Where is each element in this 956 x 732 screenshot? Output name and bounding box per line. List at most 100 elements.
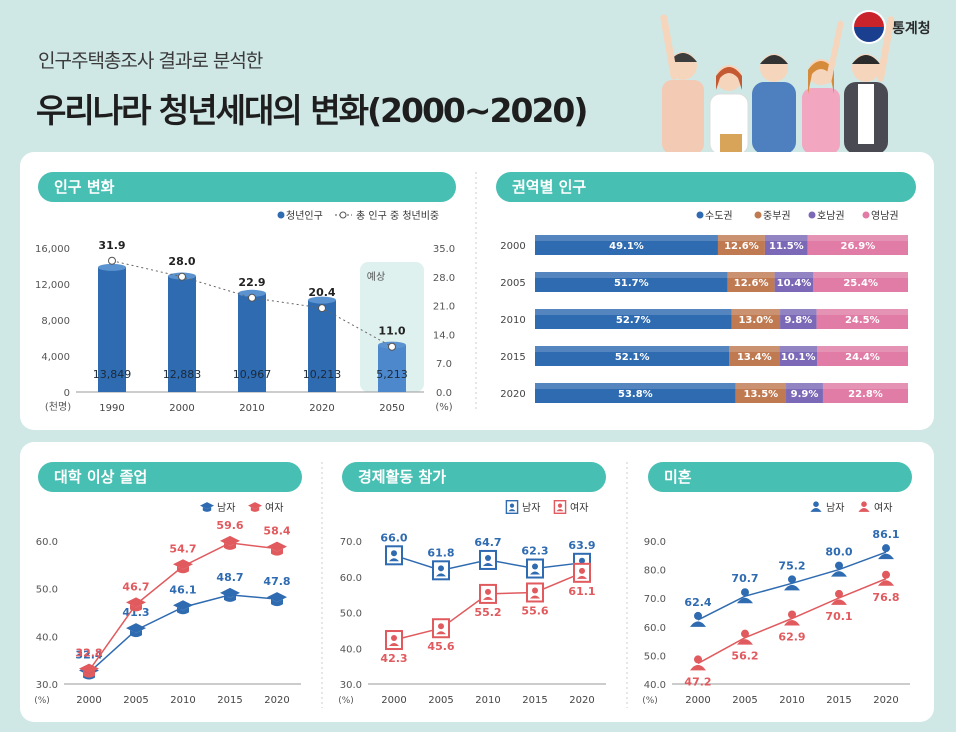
region-value-label: 24.5% <box>845 315 880 326</box>
graduation-icon <box>173 559 193 574</box>
region-year-label: 2010 <box>500 315 525 326</box>
region-value-label: 9.8% <box>784 315 812 326</box>
region-segment-shine <box>816 309 908 315</box>
y-tick-label: 0 <box>64 388 70 399</box>
badge-head <box>438 565 444 572</box>
male-value-label: 41.3 <box>122 606 149 619</box>
marriage-title: 미혼 <box>648 462 912 492</box>
region-segment-shine <box>822 383 908 389</box>
graduation-icon <box>200 502 214 512</box>
region-value-label: 10.1% <box>781 352 816 363</box>
male-value-label: 70.7 <box>731 572 758 585</box>
region-segment-shine <box>535 383 736 389</box>
cap-base <box>130 630 142 638</box>
badge-body <box>556 509 564 512</box>
region-segment-shine <box>774 272 814 278</box>
cap-base <box>271 548 283 556</box>
y-tick-label: 12,000 <box>35 280 70 291</box>
badge-body <box>483 596 493 600</box>
x-tick-label: 2005 <box>123 695 148 706</box>
badge-head <box>485 554 491 561</box>
badge-icon <box>526 582 544 603</box>
male-value-label: 61.8 <box>427 546 454 559</box>
region-value-label: 49.1% <box>609 241 644 252</box>
legend-label: 여자 <box>570 502 588 514</box>
region-segment <box>780 309 817 329</box>
region-segment <box>822 383 908 403</box>
region-segment-shine <box>786 383 823 389</box>
cap-top <box>200 502 214 510</box>
cap-top <box>126 623 146 634</box>
population-bar <box>308 300 336 392</box>
y-tick-label: 40.0 <box>340 644 362 655</box>
y-tick-label: 70.0 <box>644 594 666 605</box>
badge-head <box>532 587 538 594</box>
badge-head <box>532 563 538 570</box>
person-icon <box>878 570 894 586</box>
legend-label: 여자 <box>874 502 892 514</box>
badge-head <box>509 503 515 508</box>
person-head <box>741 588 749 597</box>
graduation-icon <box>173 600 193 615</box>
cap-top <box>79 663 99 674</box>
population-bar-label: 13,849 <box>93 368 132 381</box>
badge-head <box>557 503 563 508</box>
ratio-point <box>248 293 256 302</box>
region-segment-shine <box>727 272 775 278</box>
region-legend: 수도권 중부권 호남권 영남권 <box>696 210 899 222</box>
x-tick-label: 2010 <box>475 695 500 706</box>
region-value-label: 51.7% <box>614 278 649 289</box>
line-legend: 남자 여자 <box>810 501 892 514</box>
y-tick-label: 60.0 <box>36 537 58 548</box>
person-body <box>784 584 800 591</box>
x-tick-label: 2000 <box>381 695 406 706</box>
x-tick-label: 2020 <box>569 695 594 706</box>
region-segment-shine <box>813 272 908 278</box>
region-value-label: 22.8% <box>848 389 883 400</box>
brand-text: 통계청 <box>892 21 931 37</box>
cap-top <box>173 559 193 570</box>
region-segment <box>816 346 908 366</box>
legend-marker-region <box>754 211 762 219</box>
badge-icon <box>432 560 450 581</box>
person-4 <box>802 20 844 154</box>
badge-body <box>577 575 587 579</box>
region-year-label: 2005 <box>500 278 525 289</box>
y2-tick-label: 7.0 <box>436 359 452 370</box>
x-tick-label: 2015 <box>826 695 851 706</box>
ratio-label: 20.4 <box>308 286 335 299</box>
legend-label-youth: 청년인구 <box>286 210 323 222</box>
x-tick-label: 2020 <box>264 695 289 706</box>
y-tick-label: 80.0 <box>644 566 666 577</box>
y-tick-label: 40.0 <box>36 632 58 643</box>
person-head <box>882 544 890 553</box>
population-bar <box>168 276 196 392</box>
region-year-label: 2020 <box>500 389 525 400</box>
x-tick-label: 2050 <box>379 403 404 414</box>
person-head <box>788 575 796 584</box>
female-value-label: 55.2 <box>474 606 501 619</box>
graduation-icon <box>220 587 240 602</box>
y-tick-label: 4,000 <box>41 352 70 363</box>
region-value-label: 12.6% <box>724 241 759 252</box>
badge-head <box>391 635 397 642</box>
y2-tick-label: 0.0 <box>436 388 452 399</box>
person-head <box>835 561 843 570</box>
badge-icon <box>479 583 497 604</box>
y-tick-label: 16,000 <box>35 244 70 255</box>
population-bar-label: 5,213 <box>376 368 408 381</box>
legend-marker-ratio <box>339 211 347 219</box>
region-segment-shine <box>535 346 730 352</box>
region-segment <box>535 272 728 292</box>
male-value-label: 80.0 <box>825 546 852 559</box>
person-icon <box>810 501 822 512</box>
x-tick-label: 2010 <box>779 695 804 706</box>
ratio-point <box>178 272 186 281</box>
person-head <box>835 589 843 598</box>
brand: 통계청 <box>852 8 948 48</box>
legend-marker-region <box>808 211 816 219</box>
badge-icon <box>505 500 519 514</box>
female-value-label: 54.7 <box>169 542 196 555</box>
cap-base <box>271 599 283 607</box>
region-segment <box>727 272 775 292</box>
